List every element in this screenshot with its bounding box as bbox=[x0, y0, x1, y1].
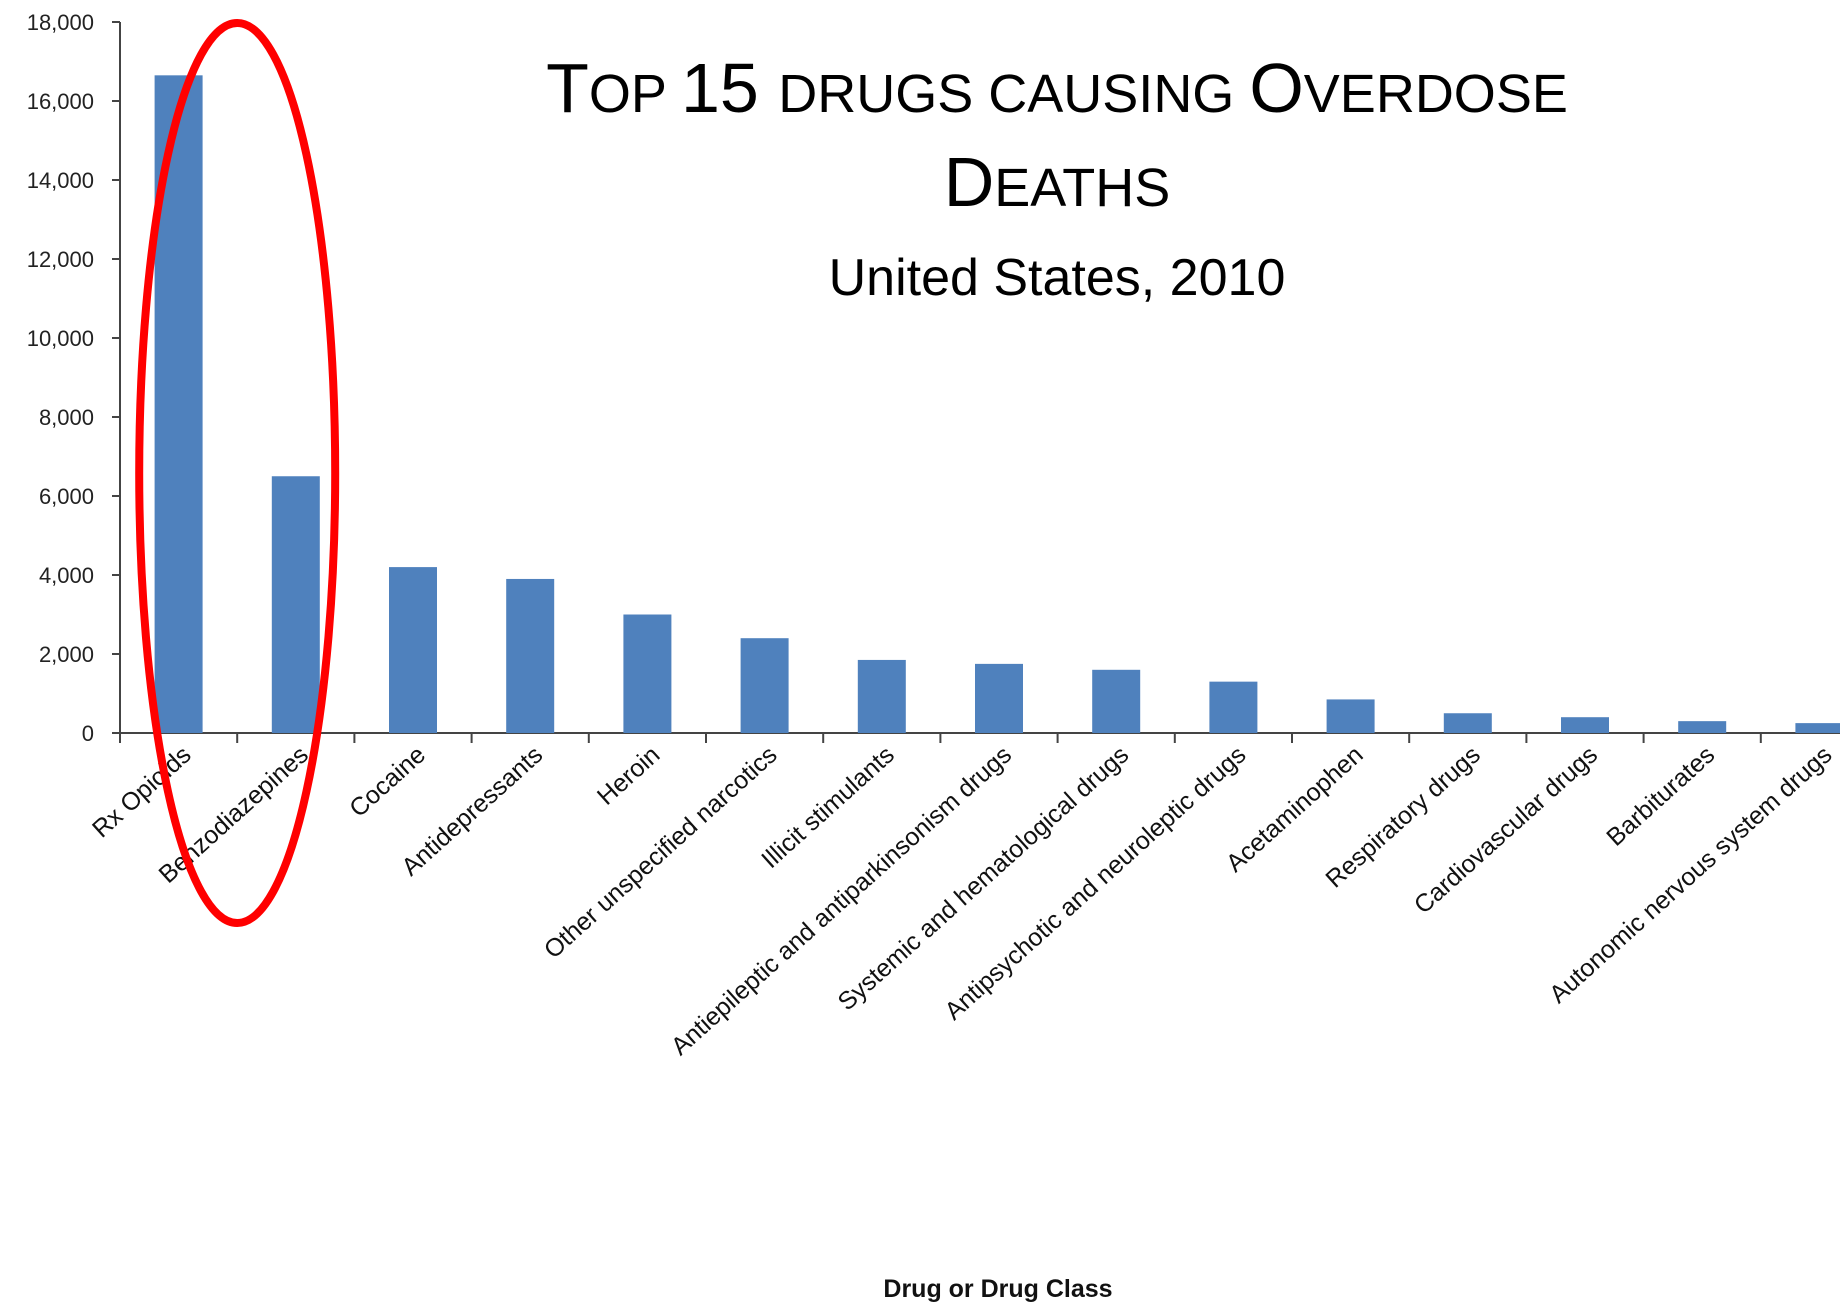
bar bbox=[975, 663, 1023, 733]
chart-title-group: TOP 15 DRUGS CAUSING OVERDOSE DEATHS Uni… bbox=[546, 49, 1568, 307]
y-tick-label: 6,000 bbox=[39, 484, 94, 509]
chart-title-line-2: DEATHS bbox=[944, 143, 1171, 221]
y-tick-label: 12,000 bbox=[27, 247, 94, 272]
y-tick-label: 0 bbox=[82, 721, 94, 746]
bar bbox=[389, 567, 437, 733]
y-tick-label: 10,000 bbox=[27, 326, 94, 351]
x-tick-label: Heroin bbox=[592, 741, 665, 811]
bar bbox=[857, 659, 906, 733]
x-axis-title: Drug or Drug Class bbox=[883, 1275, 1112, 1303]
chart-subtitle: United States, 2010 bbox=[829, 249, 1286, 307]
bar bbox=[623, 614, 672, 733]
y-tick-label: 4,000 bbox=[39, 563, 94, 588]
bar bbox=[1092, 669, 1141, 733]
y-tick-label: 16,000 bbox=[27, 89, 94, 114]
chart-title-line-1: TOP 15 DRUGS CAUSING OVERDOSE bbox=[546, 49, 1568, 127]
x-tick-label: Other unspecified narcotics bbox=[539, 741, 783, 965]
y-tick-label: 18,000 bbox=[27, 10, 94, 35]
bar bbox=[1443, 713, 1492, 733]
y-axis: 0 2,000 4,000 6,000 8,000 10,000 12,000 14,000 1… bbox=[27, 10, 121, 746]
y-tick-label: 8,000 bbox=[39, 405, 94, 430]
bars bbox=[154, 75, 1840, 733]
x-tick-label: Barbiturates bbox=[1601, 741, 1720, 852]
bar bbox=[1795, 723, 1840, 733]
bar bbox=[506, 578, 555, 733]
highlight-ellipse bbox=[135, 19, 340, 927]
bar bbox=[1561, 717, 1609, 733]
y-tick-label: 2,000 bbox=[39, 642, 94, 667]
bar bbox=[1678, 721, 1727, 733]
bar bbox=[1209, 681, 1258, 733]
y-tick-label: 14,000 bbox=[27, 168, 94, 193]
x-tick-label: Cocaine bbox=[344, 741, 431, 823]
bar bbox=[271, 476, 320, 733]
bar bbox=[1326, 699, 1375, 733]
bar bbox=[740, 638, 789, 733]
